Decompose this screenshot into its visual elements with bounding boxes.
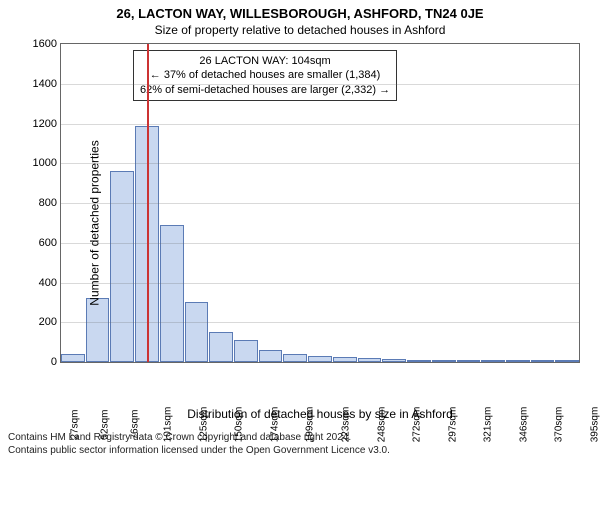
x-tick: 370sqm bbox=[541, 403, 577, 405]
chart: 26 LACTON WAY: 104sqm ← 37% of detached … bbox=[60, 43, 580, 403]
bar bbox=[283, 354, 307, 362]
bar bbox=[110, 171, 134, 362]
x-tick: 76sqm bbox=[120, 403, 150, 405]
y-tick: 1200 bbox=[33, 118, 57, 130]
x-tick: 27sqm bbox=[60, 403, 90, 405]
bar bbox=[259, 350, 283, 362]
y-axis-label: Number of detached properties bbox=[88, 140, 102, 305]
bar bbox=[432, 360, 456, 362]
x-tick: 321sqm bbox=[470, 403, 506, 405]
bar bbox=[86, 298, 110, 362]
bar bbox=[506, 360, 530, 362]
bar bbox=[382, 359, 406, 362]
x-tick: 248sqm bbox=[364, 403, 400, 405]
y-tick: 1400 bbox=[33, 78, 57, 90]
bar bbox=[531, 360, 555, 362]
x-tick: 199sqm bbox=[292, 403, 328, 405]
y-tick: 600 bbox=[39, 237, 57, 249]
x-tick: 272sqm bbox=[399, 403, 435, 405]
x-tick: 395sqm bbox=[577, 403, 600, 405]
bar bbox=[457, 360, 481, 362]
footer: Contains HM Land Registry data © Crown c… bbox=[8, 431, 592, 457]
footer-line1: Contains HM Land Registry data © Crown c… bbox=[8, 431, 592, 444]
bar bbox=[555, 360, 579, 362]
y-tick: 200 bbox=[39, 316, 57, 328]
title-main: 26, LACTON WAY, WILLESBOROUGH, ASHFORD, … bbox=[0, 6, 600, 21]
annotation-box: 26 LACTON WAY: 104sqm ← 37% of detached … bbox=[133, 50, 397, 101]
bar bbox=[61, 354, 85, 362]
bar bbox=[358, 358, 382, 362]
y-tick: 1600 bbox=[33, 38, 57, 50]
footer-line2: Contains public sector information licen… bbox=[8, 444, 592, 457]
annotation-line1: 26 LACTON WAY: 104sqm bbox=[140, 54, 390, 68]
x-tick: 52sqm bbox=[90, 403, 120, 405]
bar bbox=[209, 332, 233, 362]
bar bbox=[407, 360, 431, 362]
x-tick: 223sqm bbox=[328, 403, 364, 405]
title-sub: Size of property relative to detached ho… bbox=[0, 23, 600, 37]
bar bbox=[185, 302, 209, 362]
bar bbox=[481, 360, 505, 362]
bar bbox=[333, 357, 357, 362]
y-tick: 800 bbox=[39, 197, 57, 209]
y-tick: 0 bbox=[51, 356, 57, 368]
plot-area: 26 LACTON WAY: 104sqm ← 37% of detached … bbox=[60, 43, 580, 363]
reference-line bbox=[147, 44, 149, 362]
x-tick: 297sqm bbox=[435, 403, 471, 405]
bar bbox=[160, 225, 184, 362]
annotation-line2: ← 37% of detached houses are smaller (1,… bbox=[140, 68, 390, 82]
x-tick: 101sqm bbox=[150, 403, 186, 405]
x-tick: 346sqm bbox=[506, 403, 542, 405]
x-tick: 150sqm bbox=[221, 403, 257, 405]
bar bbox=[308, 356, 332, 362]
y-tick: 1000 bbox=[33, 157, 57, 169]
bar bbox=[234, 340, 258, 362]
y-tick: 400 bbox=[39, 277, 57, 289]
x-tick: 125sqm bbox=[186, 403, 222, 405]
x-tick: 174sqm bbox=[257, 403, 293, 405]
